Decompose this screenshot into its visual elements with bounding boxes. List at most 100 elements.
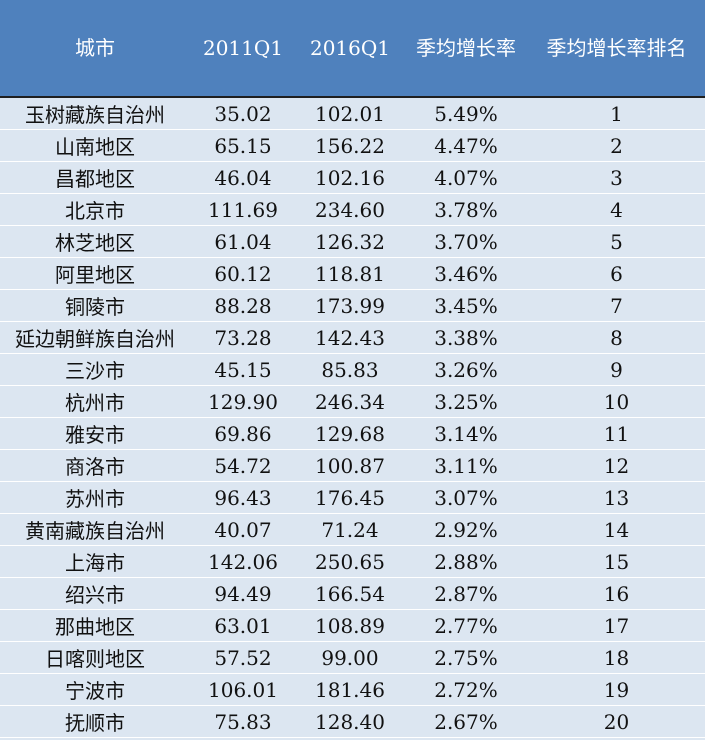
table-cell: 杭州市 [0, 385, 190, 418]
table-cell: 2.92% [404, 513, 528, 546]
table-cell: 8 [528, 321, 705, 354]
table-cell: 63.01 [190, 609, 296, 642]
table-cell: 88.28 [190, 289, 296, 322]
table-cell: 65.15 [190, 129, 296, 162]
table-cell: 1 [528, 97, 705, 130]
table-cell: 111.69 [190, 193, 296, 226]
table-cell: 40.07 [190, 513, 296, 546]
table-cell: 林芝地区 [0, 225, 190, 258]
table-cell: 12 [528, 449, 705, 482]
table-cell: 2.67% [404, 705, 528, 738]
table-cell: 234.60 [296, 193, 404, 226]
table-cell: 9 [528, 353, 705, 386]
table-cell: 10 [528, 385, 705, 418]
table-row: 北京市 111.69 234.60 3.78% 4 [0, 193, 705, 226]
table-cell: 黄南藏族自治州 [0, 513, 190, 546]
table-row: 绍兴市 94.49 166.54 2.87% 16 [0, 577, 705, 610]
table-cell: 3.38% [404, 321, 528, 354]
table-cell: 15 [528, 545, 705, 578]
table-cell: 4.47% [404, 129, 528, 162]
table-cell: 2 [528, 129, 705, 162]
table-cell: 17 [528, 609, 705, 642]
table-row: 三沙市 45.15 85.83 3.26% 9 [0, 353, 705, 386]
table-cell: 2.88% [404, 545, 528, 578]
table-cell: 延边朝鲜族自治州 [0, 321, 190, 354]
table-cell: 57.52 [190, 641, 296, 674]
table-cell: 166.54 [296, 577, 404, 610]
table-cell: 129.90 [190, 385, 296, 418]
table-cell: 250.65 [296, 545, 404, 578]
table-cell: 128.40 [296, 705, 404, 738]
table-cell: 18 [528, 641, 705, 674]
table-cell: 108.89 [296, 609, 404, 642]
header-cell: 季均增长率 [404, 0, 528, 98]
table-row: 上海市 142.06 250.65 2.88% 15 [0, 545, 705, 578]
header-row: 城市 2011Q1 2016Q1 季均增长率 季均增长率排名 [0, 0, 705, 98]
table-cell: 4 [528, 193, 705, 226]
table-cell: 3 [528, 161, 705, 194]
table-cell: 35.02 [190, 97, 296, 130]
table-cell: 142.43 [296, 321, 404, 354]
table-cell: 苏州市 [0, 481, 190, 514]
table-cell: 山南地区 [0, 129, 190, 162]
table-cell: 19 [528, 673, 705, 706]
table-cell: 玉树藏族自治州 [0, 97, 190, 130]
table-cell: 102.01 [296, 97, 404, 130]
table-cell: 20 [528, 705, 705, 738]
table-cell: 156.22 [296, 129, 404, 162]
table-cell: 13 [528, 481, 705, 514]
table-cell: 铜陵市 [0, 289, 190, 322]
table-cell: 246.34 [296, 385, 404, 418]
table-cell: 宁波市 [0, 673, 190, 706]
table-body: 玉树藏族自治州 35.02 102.01 5.49% 1 山南地区 65.15 156.22 4… [0, 97, 705, 738]
table-cell: 173.99 [296, 289, 404, 322]
table-cell: 2.87% [404, 577, 528, 610]
table-cell: 106.01 [190, 673, 296, 706]
table-row: 黄南藏族自治州 40.07 71.24 2.92% 14 [0, 513, 705, 546]
table-row: 玉树藏族自治州 35.02 102.01 5.49% 1 [0, 97, 705, 130]
table-cell: 73.28 [190, 321, 296, 354]
table-cell: 100.87 [296, 449, 404, 482]
table-cell: 6 [528, 257, 705, 290]
table-cell: 2.72% [404, 673, 528, 706]
table-cell: 11 [528, 417, 705, 450]
table-cell: 129.68 [296, 417, 404, 450]
table-row: 林芝地区 61.04 126.32 3.70% 5 [0, 225, 705, 258]
table-cell: 商洛市 [0, 449, 190, 482]
table-cell: 102.16 [296, 161, 404, 194]
table-cell: 3.26% [404, 353, 528, 386]
header-cell: 季均增长率排名 [528, 0, 705, 98]
table-row: 铜陵市 88.28 173.99 3.45% 7 [0, 289, 705, 322]
table-cell: 3.25% [404, 385, 528, 418]
table-cell: 昌都地区 [0, 161, 190, 194]
table-cell: 54.72 [190, 449, 296, 482]
table-row: 抚顺市 75.83 128.40 2.67% 20 [0, 705, 705, 738]
table-cell: 3.70% [404, 225, 528, 258]
table-row: 延边朝鲜族自治州 73.28 142.43 3.38% 8 [0, 321, 705, 354]
table-cell: 5.49% [404, 97, 528, 130]
table-cell: 181.46 [296, 673, 404, 706]
header-cell: 2016Q1 [296, 0, 404, 98]
table-cell: 3.14% [404, 417, 528, 450]
table-cell: 2.75% [404, 641, 528, 674]
table-cell: 那曲地区 [0, 609, 190, 642]
table-cell: 5 [528, 225, 705, 258]
table-row: 山南地区 65.15 156.22 4.47% 2 [0, 129, 705, 162]
table-cell: 7 [528, 289, 705, 322]
table-row: 宁波市 106.01 181.46 2.72% 19 [0, 673, 705, 706]
table-row: 那曲地区 63.01 108.89 2.77% 17 [0, 609, 705, 642]
table-cell: 142.06 [190, 545, 296, 578]
table-cell: 三沙市 [0, 353, 190, 386]
header-cell: 2011Q1 [190, 0, 296, 98]
table-row: 杭州市 129.90 246.34 3.25% 10 [0, 385, 705, 418]
table-cell: 3.46% [404, 257, 528, 290]
table-cell: 61.04 [190, 225, 296, 258]
table-row: 阿里地区 60.12 118.81 3.46% 6 [0, 257, 705, 290]
table-cell: 4.07% [404, 161, 528, 194]
table-cell: 45.15 [190, 353, 296, 386]
table-cell: 176.45 [296, 481, 404, 514]
table-cell: 抚顺市 [0, 705, 190, 738]
table-row: 昌都地区 46.04 102.16 4.07% 3 [0, 161, 705, 194]
